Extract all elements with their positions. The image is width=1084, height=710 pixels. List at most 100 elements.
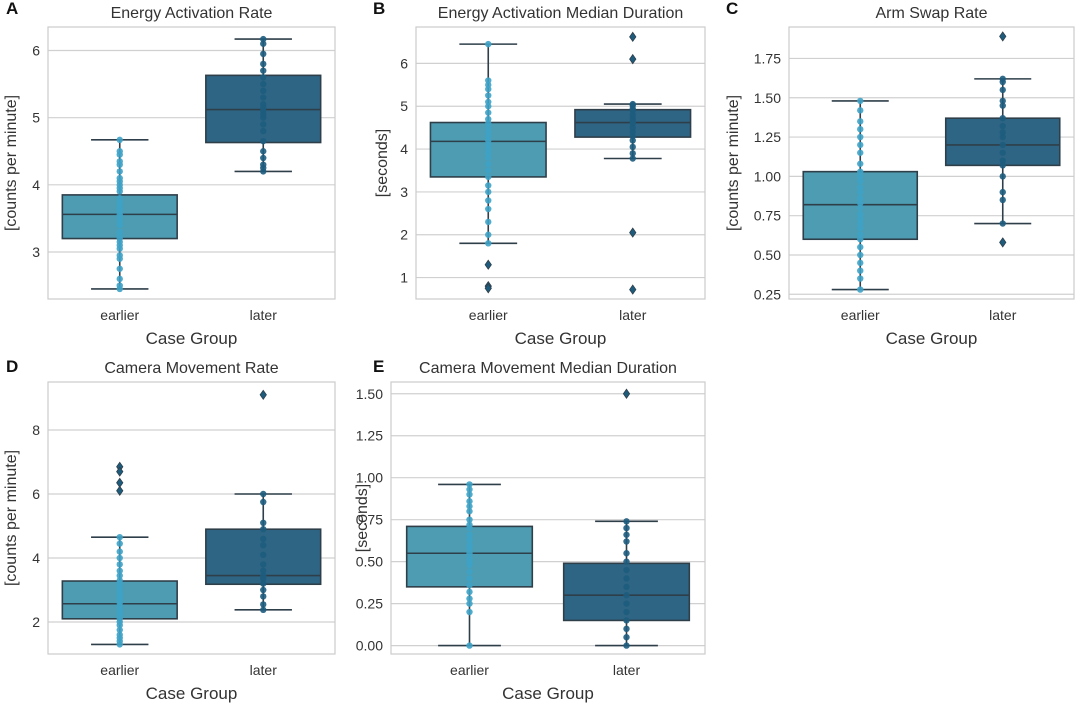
y-axis-label: [counts per minute] [3, 95, 20, 231]
data-point [466, 550, 473, 557]
data-point [857, 133, 864, 141]
data-point [857, 184, 864, 191]
data-point [999, 129, 1006, 136]
chart-title: Arm Swap Rate [875, 5, 987, 22]
data-point [466, 503, 473, 510]
y-tick-label: 3 [32, 244, 40, 260]
data-point [466, 608, 473, 616]
x-axis-label: Case Group [515, 329, 607, 348]
box-later [574, 31, 692, 295]
data-point [485, 188, 492, 196]
data-point [485, 205, 492, 213]
data-point [260, 121, 267, 128]
y-tick-label: 0.00 [356, 638, 383, 654]
data-point [857, 160, 864, 167]
data-point [857, 118, 864, 125]
box-later [205, 35, 322, 175]
data-point [857, 168, 864, 175]
data-point [999, 188, 1006, 196]
data-point [485, 77, 492, 84]
box-earlier [61, 461, 178, 648]
y-tick-label: 4 [32, 550, 40, 566]
y-axis-label: [seconds] [354, 484, 371, 552]
x-tick-label-later: later [619, 307, 647, 323]
y-tick-label: 2 [32, 614, 40, 630]
data-point [485, 160, 492, 168]
data-point [857, 173, 864, 180]
x-tick-label-earlier: earlier [469, 307, 508, 323]
data-point [466, 481, 473, 488]
data-point [260, 551, 267, 558]
chart-title: Energy Activation Rate [111, 5, 273, 22]
data-point [485, 240, 492, 247]
data-point [485, 98, 492, 106]
outlier-point [622, 388, 631, 399]
data-point [623, 531, 630, 538]
x-axis-label: Case Group [146, 329, 238, 348]
data-point [260, 50, 267, 58]
y-tick-label: 6 [32, 486, 40, 502]
data-point [116, 631, 123, 638]
data-point [623, 575, 630, 582]
y-tick-label: 1.25 [754, 129, 781, 145]
data-point [857, 275, 864, 282]
data-point [116, 567, 123, 574]
y-tick-label: 0.50 [754, 247, 781, 263]
data-point [623, 524, 630, 532]
data-point [999, 86, 1006, 94]
data-point [999, 173, 1006, 180]
data-point [629, 143, 636, 151]
data-point [116, 136, 123, 144]
data-point [999, 97, 1006, 105]
data-point [260, 154, 267, 162]
data-point [260, 606, 267, 614]
panel-label: A [6, 0, 18, 18]
data-point [466, 516, 473, 523]
data-point [999, 133, 1006, 141]
data-point [485, 115, 492, 123]
axes-frame [788, 26, 1075, 300]
data-point [260, 67, 267, 74]
x-axis-label: Case Group [886, 329, 978, 348]
data-point [623, 625, 630, 633]
x-tick-label-later: later [613, 662, 641, 678]
outlier-point [484, 283, 492, 294]
data-point [857, 259, 864, 267]
y-tick-label: 8 [32, 422, 40, 438]
data-point [116, 554, 123, 562]
outlier-point [116, 485, 124, 496]
data-point [999, 141, 1006, 149]
data-point [466, 575, 473, 582]
data-point [116, 561, 123, 568]
axes-frame [47, 381, 336, 655]
box-earlier [802, 97, 919, 293]
x-tick-label-earlier: earlier [450, 662, 489, 678]
data-point [999, 196, 1006, 204]
data-point [116, 572, 123, 579]
panel-label: C [726, 0, 738, 18]
outlier-point [259, 389, 267, 400]
data-point [466, 508, 473, 515]
y-tick-label: 0.25 [356, 596, 383, 612]
data-point [466, 568, 473, 575]
data-point [857, 236, 864, 243]
panel-label: D [6, 357, 18, 376]
x-axis-label: Case Group [502, 684, 594, 703]
data-point [116, 158, 123, 165]
panel-d: 2 4 6 8 earlier later Camera Movement Rate Case… [3, 357, 336, 703]
y-axis-label: [counts per minute] [725, 95, 742, 231]
data-point [857, 267, 864, 274]
data-point [260, 586, 267, 594]
data-point [623, 518, 630, 525]
data-point [116, 540, 123, 547]
data-point [999, 162, 1006, 169]
data-point [857, 125, 864, 133]
data-point [999, 102, 1006, 109]
outlier-point [629, 31, 637, 43]
data-point [857, 188, 864, 196]
data-point [466, 642, 473, 649]
data-point [260, 148, 267, 155]
x-axis-label: Case Group [146, 684, 238, 703]
data-point [116, 577, 123, 584]
